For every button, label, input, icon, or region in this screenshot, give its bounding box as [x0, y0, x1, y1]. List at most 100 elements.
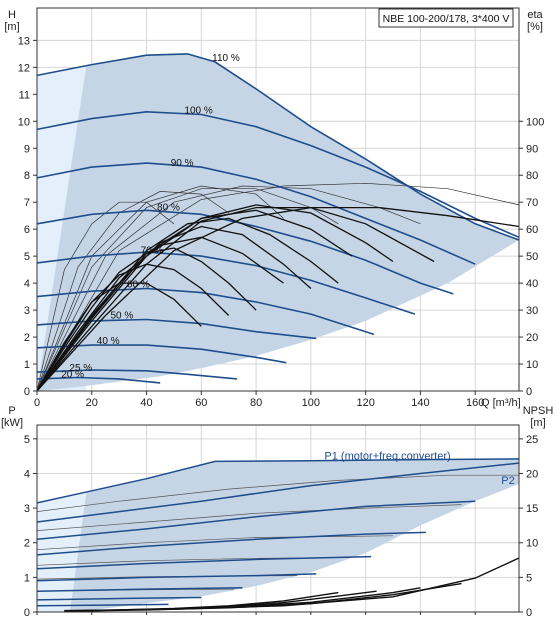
y-tick-label: 1 [24, 359, 30, 371]
head-curve-label: 100 % [184, 105, 212, 116]
y-axis-label: H [8, 9, 16, 21]
y-tick-label: 12 [18, 62, 30, 74]
y2-tick-label: 0 [526, 607, 532, 619]
p1-curve [36, 531, 426, 556]
y-tick-label: 5 [24, 434, 30, 446]
head-curve-label: 20 % [61, 369, 84, 380]
title-box [378, 8, 514, 28]
p1-curve [36, 458, 520, 504]
y2-tick-label: 60 [526, 224, 538, 236]
p1-series-label: P1 (motor+freq.converter) [324, 451, 450, 463]
y2-tick-label: 5 [526, 572, 532, 584]
npsh-curve [64, 557, 520, 612]
head-curve [36, 369, 237, 380]
y2-tick-label: 25 [526, 434, 538, 446]
x-tick-label: 20 [86, 397, 98, 409]
head-curve-label: 110 % [212, 53, 240, 64]
y-tick-label: 5 [24, 251, 30, 263]
p2-curve [36, 504, 462, 531]
title-text: NBE 100-200/178, 3*400 V [383, 13, 510, 25]
efficiency-curve [36, 217, 339, 392]
y-axis-label: P [8, 405, 15, 417]
head-curve-label: 50 % [110, 310, 133, 321]
p1-curve [36, 555, 372, 570]
head-curve-label: 80 % [157, 203, 180, 214]
head-curve [36, 251, 416, 315]
p2-series-label: P2 [501, 475, 514, 487]
y2-tick-label: 20 [526, 332, 538, 344]
plot-frame [36, 424, 520, 613]
head-curve-label: 40 % [97, 336, 120, 347]
head-curve [36, 344, 287, 364]
efficiency-curve [36, 206, 520, 392]
y2-tick-label: 100 [526, 116, 544, 128]
y-tick-label: 6 [24, 224, 30, 236]
y2-tick-label: 15 [526, 503, 538, 515]
efficiency-curve [36, 206, 435, 392]
plot-frame [36, 7, 520, 392]
head-curve [36, 162, 476, 265]
x-axis-label: Q [m³/h] [481, 397, 521, 409]
p1-curve [36, 587, 243, 592]
y2-tick-label: 50 [526, 251, 538, 263]
y-tick-label: 0 [24, 607, 30, 619]
efficiency-curve-thin [36, 191, 229, 392]
operating-envelope [37, 53, 519, 392]
x-tick-label: 140 [411, 397, 429, 409]
head-curve [36, 376, 161, 384]
y2-axis-label: [%] [527, 21, 543, 33]
head-plot: 110 %100 %90 %80 %70 %60 %50 %40 %25 %20… [4, 7, 544, 409]
y-tick-label: 0 [24, 386, 30, 398]
y2-tick-label: 70 [526, 197, 538, 209]
head-curve-label: 90 % [171, 158, 194, 169]
y-tick-label: 8 [24, 170, 30, 182]
p1-curve [36, 603, 169, 607]
y2-axis-label: [m] [530, 417, 545, 429]
x-tick-label: 40 [140, 397, 152, 409]
y-tick-label: 2 [24, 538, 30, 550]
head-curve [36, 287, 375, 336]
x-tick-label: 80 [250, 397, 262, 409]
y2-axis-label: eta [527, 9, 543, 21]
y2-tick-label: 0 [526, 386, 532, 398]
p1-curve [36, 462, 520, 523]
y2-axis-label: NPSH [523, 405, 554, 417]
y-axis-label: [kW] [1, 417, 23, 429]
y-tick-label: 10 [18, 116, 30, 128]
y-tick-label: 3 [24, 305, 30, 317]
y2-tick-label: 90 [526, 143, 538, 155]
y2-tick-label: 30 [526, 305, 538, 317]
y2-tick-label: 10 [526, 538, 538, 550]
efficiency-curve [36, 204, 394, 392]
efficiency-curve-thin [36, 182, 520, 392]
x-tick-label: 0 [34, 397, 40, 409]
y2-tick-label: 40 [526, 278, 538, 290]
head-curve [36, 53, 520, 241]
y2-tick-label: 10 [526, 359, 538, 371]
p1-curve [36, 596, 202, 601]
x-tick-label: 100 [302, 397, 320, 409]
p1-curve [36, 500, 476, 541]
x-tick-label: 160 [466, 397, 484, 409]
power-npsh-plot: P1 (motor+freq.converter)P20123450510152… [1, 405, 553, 619]
x-tick-label: 120 [356, 397, 374, 409]
efficiency-curve-thin [36, 185, 284, 392]
y-tick-label: 7 [24, 197, 30, 209]
p2-curve [36, 474, 519, 512]
y-tick-label: 3 [24, 503, 30, 515]
p1-curve [36, 573, 317, 582]
head-curve [36, 110, 520, 239]
y-tick-label: 9 [24, 143, 30, 155]
y-tick-label: 13 [18, 35, 30, 47]
x-tick-label: 60 [195, 397, 207, 409]
y-tick-label: 4 [24, 468, 30, 480]
operating-envelope [69, 458, 520, 612]
y2-tick-label: 20 [526, 468, 538, 480]
y2-tick-label: 80 [526, 170, 538, 182]
head-curve-label: 25 % [69, 363, 92, 374]
y-tick-label: 1 [24, 572, 30, 584]
y-tick-label: 2 [24, 332, 30, 344]
y-tick-label: 4 [24, 278, 30, 290]
